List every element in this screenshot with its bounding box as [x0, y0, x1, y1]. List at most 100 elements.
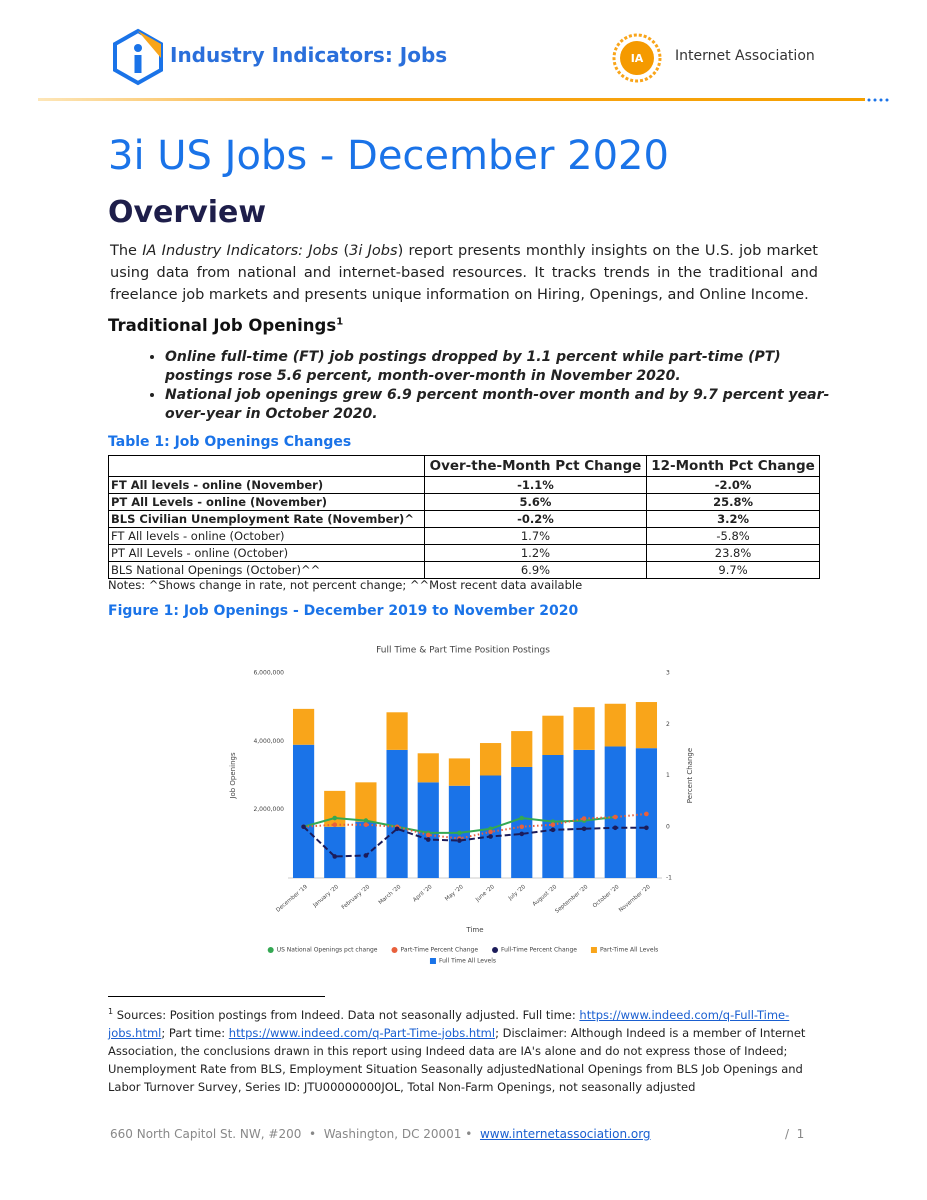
point [581, 826, 587, 832]
header-cell: Over-the-Month Pct Change [423, 455, 648, 477]
x-tick-label: December '19 [275, 884, 309, 914]
brand: Industry Indicators: Jobs [170, 43, 448, 67]
text: ; Disclaimer: Although Indeed is a membe… [108, 1025, 806, 1094]
point [363, 853, 369, 858]
header-cell: 12-Month Pct Change [646, 455, 820, 477]
bar [573, 749, 595, 878]
point [644, 825, 649, 831]
y-tick-label: 2,000,000 [253, 806, 284, 813]
cell: BLS National Openings (October)^^ [108, 561, 425, 579]
point [425, 832, 431, 838]
point [644, 811, 649, 817]
point [457, 830, 462, 836]
line [302, 826, 647, 858]
table-notes: Notes: ^Shows change in rate, not percen… [108, 578, 583, 592]
footnote-marker: 1 [108, 1007, 114, 1016]
link[interactable]: https://www.indeed.com/q-Full-Time-jobs.… [108, 1007, 790, 1040]
section-heading: Traditional Job Openings1 [108, 316, 343, 335]
bar [604, 703, 626, 747]
brand-logo [113, 28, 163, 86]
page-number: / 1 [785, 1127, 805, 1141]
table: Over-the-Month Pct Change 12-Month Pct Ch… [108, 455, 820, 579]
point [612, 814, 618, 820]
x-tick-label: July '20 [507, 884, 527, 903]
table-caption: Table 1: Job Openings Changes [108, 434, 352, 450]
bar [417, 753, 439, 783]
cell: FT All levels - online (November) [108, 476, 425, 494]
y-tick-label: 6,000,000 [253, 670, 284, 677]
cell: -2.0% [646, 476, 820, 494]
cell: 9.7% [646, 561, 820, 579]
point [550, 822, 556, 827]
rule-dots [867, 98, 889, 102]
x-tick-label: September '20 [554, 884, 589, 915]
point [550, 827, 556, 833]
legend-label: Part-Time Percent Change [401, 947, 479, 954]
point [425, 837, 431, 842]
point [363, 818, 369, 823]
point [394, 826, 400, 832]
bar [448, 758, 471, 786]
link[interactable]: https://www.indeed.com/q-Part-Time-jobs.… [228, 1025, 496, 1040]
text: ( [338, 243, 350, 259]
bar [511, 766, 533, 878]
legend-label: Part-Time All Levels [600, 947, 658, 954]
bar [604, 746, 626, 878]
text: IA Industry Indicators: Jobs [142, 243, 339, 259]
x-tick-label: November '20 [618, 884, 652, 914]
legend-row: US National Openings pct change Part-Time… [267, 947, 658, 954]
point [457, 838, 462, 843]
row: PT All Levels - online (October) 1.2% 23.8… [108, 544, 820, 562]
bullet: National job openings grew 6.9 percent m… [165, 386, 830, 424]
legend-marker [590, 947, 597, 953]
overview-heading: Overview [108, 195, 267, 230]
bar [292, 744, 315, 878]
bar [511, 731, 533, 767]
row: FT All levels - online (October) 1.7% -5.8… [108, 527, 820, 545]
row: BLS National Openings (October)^^ 6.9% 9.7… [108, 561, 820, 579]
x-tick-label: January '20 [312, 884, 341, 910]
y2-tick-label: -1 [666, 875, 672, 882]
text: Traditional Job Openings [108, 316, 337, 335]
x-tick-label: March '20 [378, 884, 403, 906]
legend-row: Full Time All Levels [429, 958, 496, 965]
x-tick-label: April '20 [412, 884, 434, 904]
cell: -5.8% [646, 527, 820, 545]
cell: -0.2% [423, 510, 648, 528]
y-tick-label: 4,000,000 [253, 738, 284, 745]
point [612, 825, 618, 831]
header-cell [108, 455, 425, 477]
chart: Full Time & Part Time Position Postings J… [229, 646, 694, 965]
point [488, 834, 493, 839]
point [301, 824, 306, 830]
link[interactable]: www.internetassociation.org [479, 1127, 651, 1141]
text: ; Part time: [161, 1025, 229, 1040]
bullets: Online full-time (FT) job postings dropp… [140, 348, 830, 424]
y2-tick-label: 1 [666, 772, 670, 779]
point [363, 822, 369, 827]
bar [542, 715, 564, 755]
bar [292, 708, 315, 745]
cell: 23.8% [646, 544, 820, 562]
text: 3i Jobs [349, 243, 398, 259]
header-rule [38, 98, 865, 101]
y2-tick-label: 3 [666, 670, 670, 677]
point [332, 815, 338, 821]
text: The [110, 243, 143, 259]
point [332, 822, 338, 827]
x-tick-label: May '20 [444, 884, 465, 903]
header-row: Over-the-Month Pct Change 12-Month Pct Ch… [108, 455, 820, 477]
cell: 6.9% [423, 561, 648, 579]
figure-caption: Figure 1: Job Openings - December 2019 t… [108, 603, 579, 619]
chart-title: Full Time & Part Time Position Postings [376, 646, 550, 656]
point [519, 815, 525, 821]
legend-label: US National Openings pct change [277, 947, 378, 954]
text: ) report presents monthly insights on th… [110, 243, 818, 303]
text: Sources: Position postings from Indeed. … [116, 1007, 580, 1022]
legend-label: Full Time All Levels [439, 958, 496, 965]
cell: BLS Civilian Unemployment Rate (November… [108, 510, 425, 528]
bar [542, 755, 564, 878]
bar [355, 782, 377, 822]
cell: 25.8% [646, 493, 820, 511]
